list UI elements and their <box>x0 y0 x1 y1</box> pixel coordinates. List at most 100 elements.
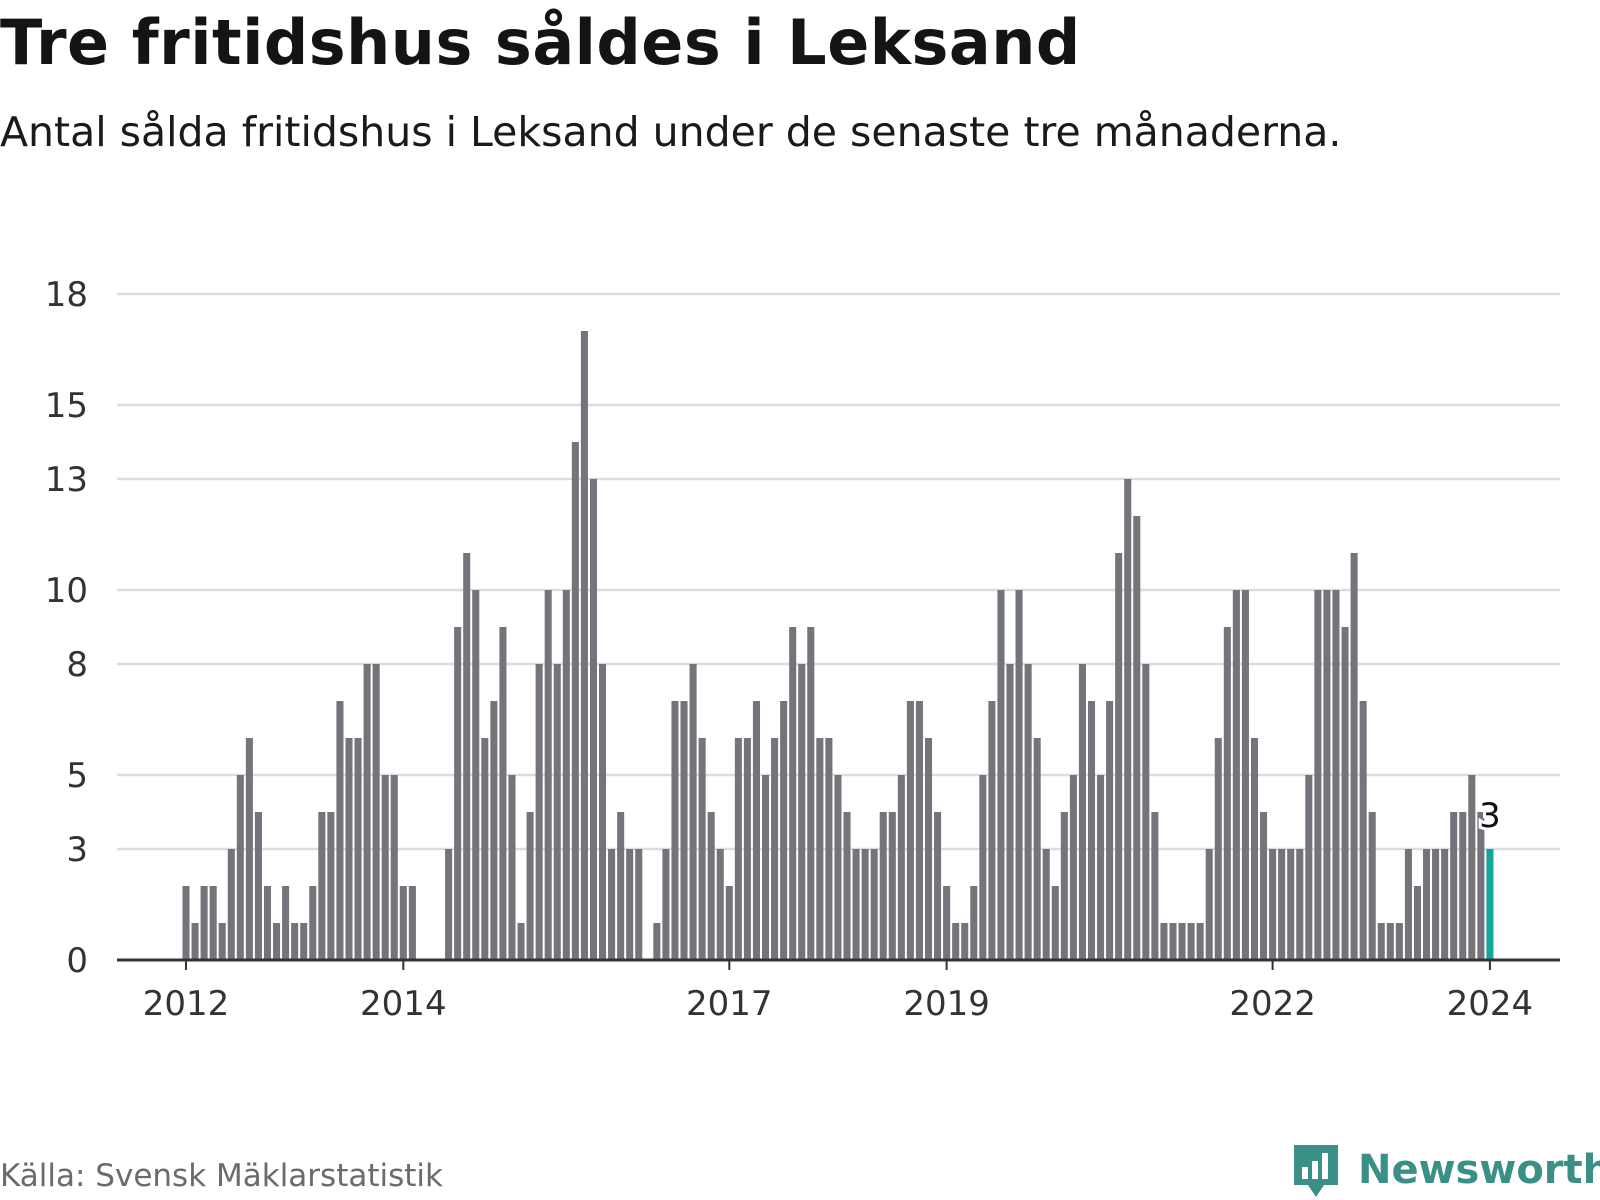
bar <box>915 701 923 960</box>
bar <box>698 738 706 960</box>
bar <box>1160 923 1168 960</box>
bar <box>617 812 625 960</box>
bar <box>1450 812 1458 960</box>
y-axis-ticks: 0 3 5 8 10 13 15 18 <box>45 275 88 981</box>
bar <box>327 812 335 960</box>
bar <box>1386 923 1394 960</box>
bar <box>363 664 371 960</box>
chart-title: Tre fritidshus såldes i Leksand <box>0 6 1081 79</box>
bar <box>1395 923 1403 960</box>
bar <box>345 738 353 960</box>
bar <box>291 923 299 960</box>
bar <box>653 923 661 960</box>
bar <box>200 886 208 960</box>
bar <box>1087 701 1096 960</box>
bar <box>191 923 199 960</box>
bar <box>1078 664 1086 960</box>
bar <box>1260 812 1268 960</box>
bar <box>626 849 634 960</box>
y-tick-label: 10 <box>45 571 88 611</box>
bar <box>1214 738 1222 960</box>
brand-logo[interactable]: Newsworthy <box>1290 1140 1600 1200</box>
bar <box>879 812 887 960</box>
bar <box>1223 627 1231 960</box>
bar <box>798 664 806 960</box>
bar <box>843 812 851 960</box>
bar <box>952 923 960 960</box>
bar <box>1350 553 1358 960</box>
bar <box>789 627 797 960</box>
bar <box>825 738 833 960</box>
bar <box>1060 812 1068 960</box>
bar <box>1305 775 1313 960</box>
bar <box>490 701 498 960</box>
bar <box>1459 812 1467 960</box>
x-tick-label: 2014 <box>360 984 447 1024</box>
bar <box>1106 701 1114 960</box>
bar-chart: 0 3 5 8 10 13 15 18 2012 2014 2017 2019 2022 2024 3 <box>45 275 1560 1024</box>
bar <box>752 701 760 960</box>
bar <box>1205 849 1213 960</box>
bar <box>979 775 987 960</box>
bar <box>1169 923 1177 960</box>
bar <box>1278 849 1286 960</box>
bar <box>463 553 471 960</box>
bar <box>1269 849 1277 960</box>
bar <box>472 590 480 960</box>
bar <box>671 701 679 960</box>
x-tick-label: 2012 <box>143 984 230 1024</box>
bar <box>1404 849 1412 960</box>
y-tick-label: 3 <box>66 830 88 870</box>
bar <box>734 738 742 960</box>
bar <box>1323 590 1331 960</box>
bar <box>318 812 326 960</box>
bar <box>526 812 534 960</box>
x-tick-label: 2024 <box>1447 984 1534 1024</box>
bar <box>988 701 996 960</box>
bar <box>1250 738 1259 960</box>
y-tick-label: 13 <box>45 460 88 500</box>
data-label-latest: 3 <box>1479 796 1501 836</box>
bars <box>182 331 1494 960</box>
bar <box>580 331 588 960</box>
bar <box>906 701 914 960</box>
bar <box>1423 849 1431 960</box>
y-tick-label: 0 <box>66 941 88 981</box>
bar <box>608 849 616 960</box>
y-tick-label: 8 <box>66 645 88 685</box>
bar <box>1341 627 1349 960</box>
x-tick-label: 2017 <box>686 984 773 1024</box>
bar <box>236 775 244 960</box>
bar <box>227 849 235 960</box>
bar <box>1413 886 1422 960</box>
bar <box>1468 775 1476 960</box>
bar <box>571 442 579 960</box>
bar <box>1296 849 1304 960</box>
bar <box>282 886 290 960</box>
bar <box>1042 849 1050 960</box>
bar <box>1006 664 1014 960</box>
y-tick-label: 18 <box>45 275 88 315</box>
bar <box>1115 553 1123 960</box>
bar <box>1196 923 1204 960</box>
y-tick-label: 5 <box>66 756 88 796</box>
bar <box>381 775 389 960</box>
bar <box>218 923 226 960</box>
bar <box>1432 849 1440 960</box>
x-tick-label: 2022 <box>1229 984 1316 1024</box>
bar <box>1051 886 1059 960</box>
bar <box>1151 812 1159 960</box>
bar <box>924 738 933 960</box>
bar <box>1368 812 1376 960</box>
bar <box>1359 701 1367 960</box>
bar <box>1015 590 1023 960</box>
bar <box>354 738 362 960</box>
data-labels: 3 <box>1476 793 1504 839</box>
bar <box>1033 738 1041 960</box>
bar <box>1097 775 1105 960</box>
bar <box>336 701 344 960</box>
bar <box>1477 812 1485 960</box>
bar <box>182 886 190 960</box>
bar <box>372 664 380 960</box>
bar <box>544 590 552 960</box>
